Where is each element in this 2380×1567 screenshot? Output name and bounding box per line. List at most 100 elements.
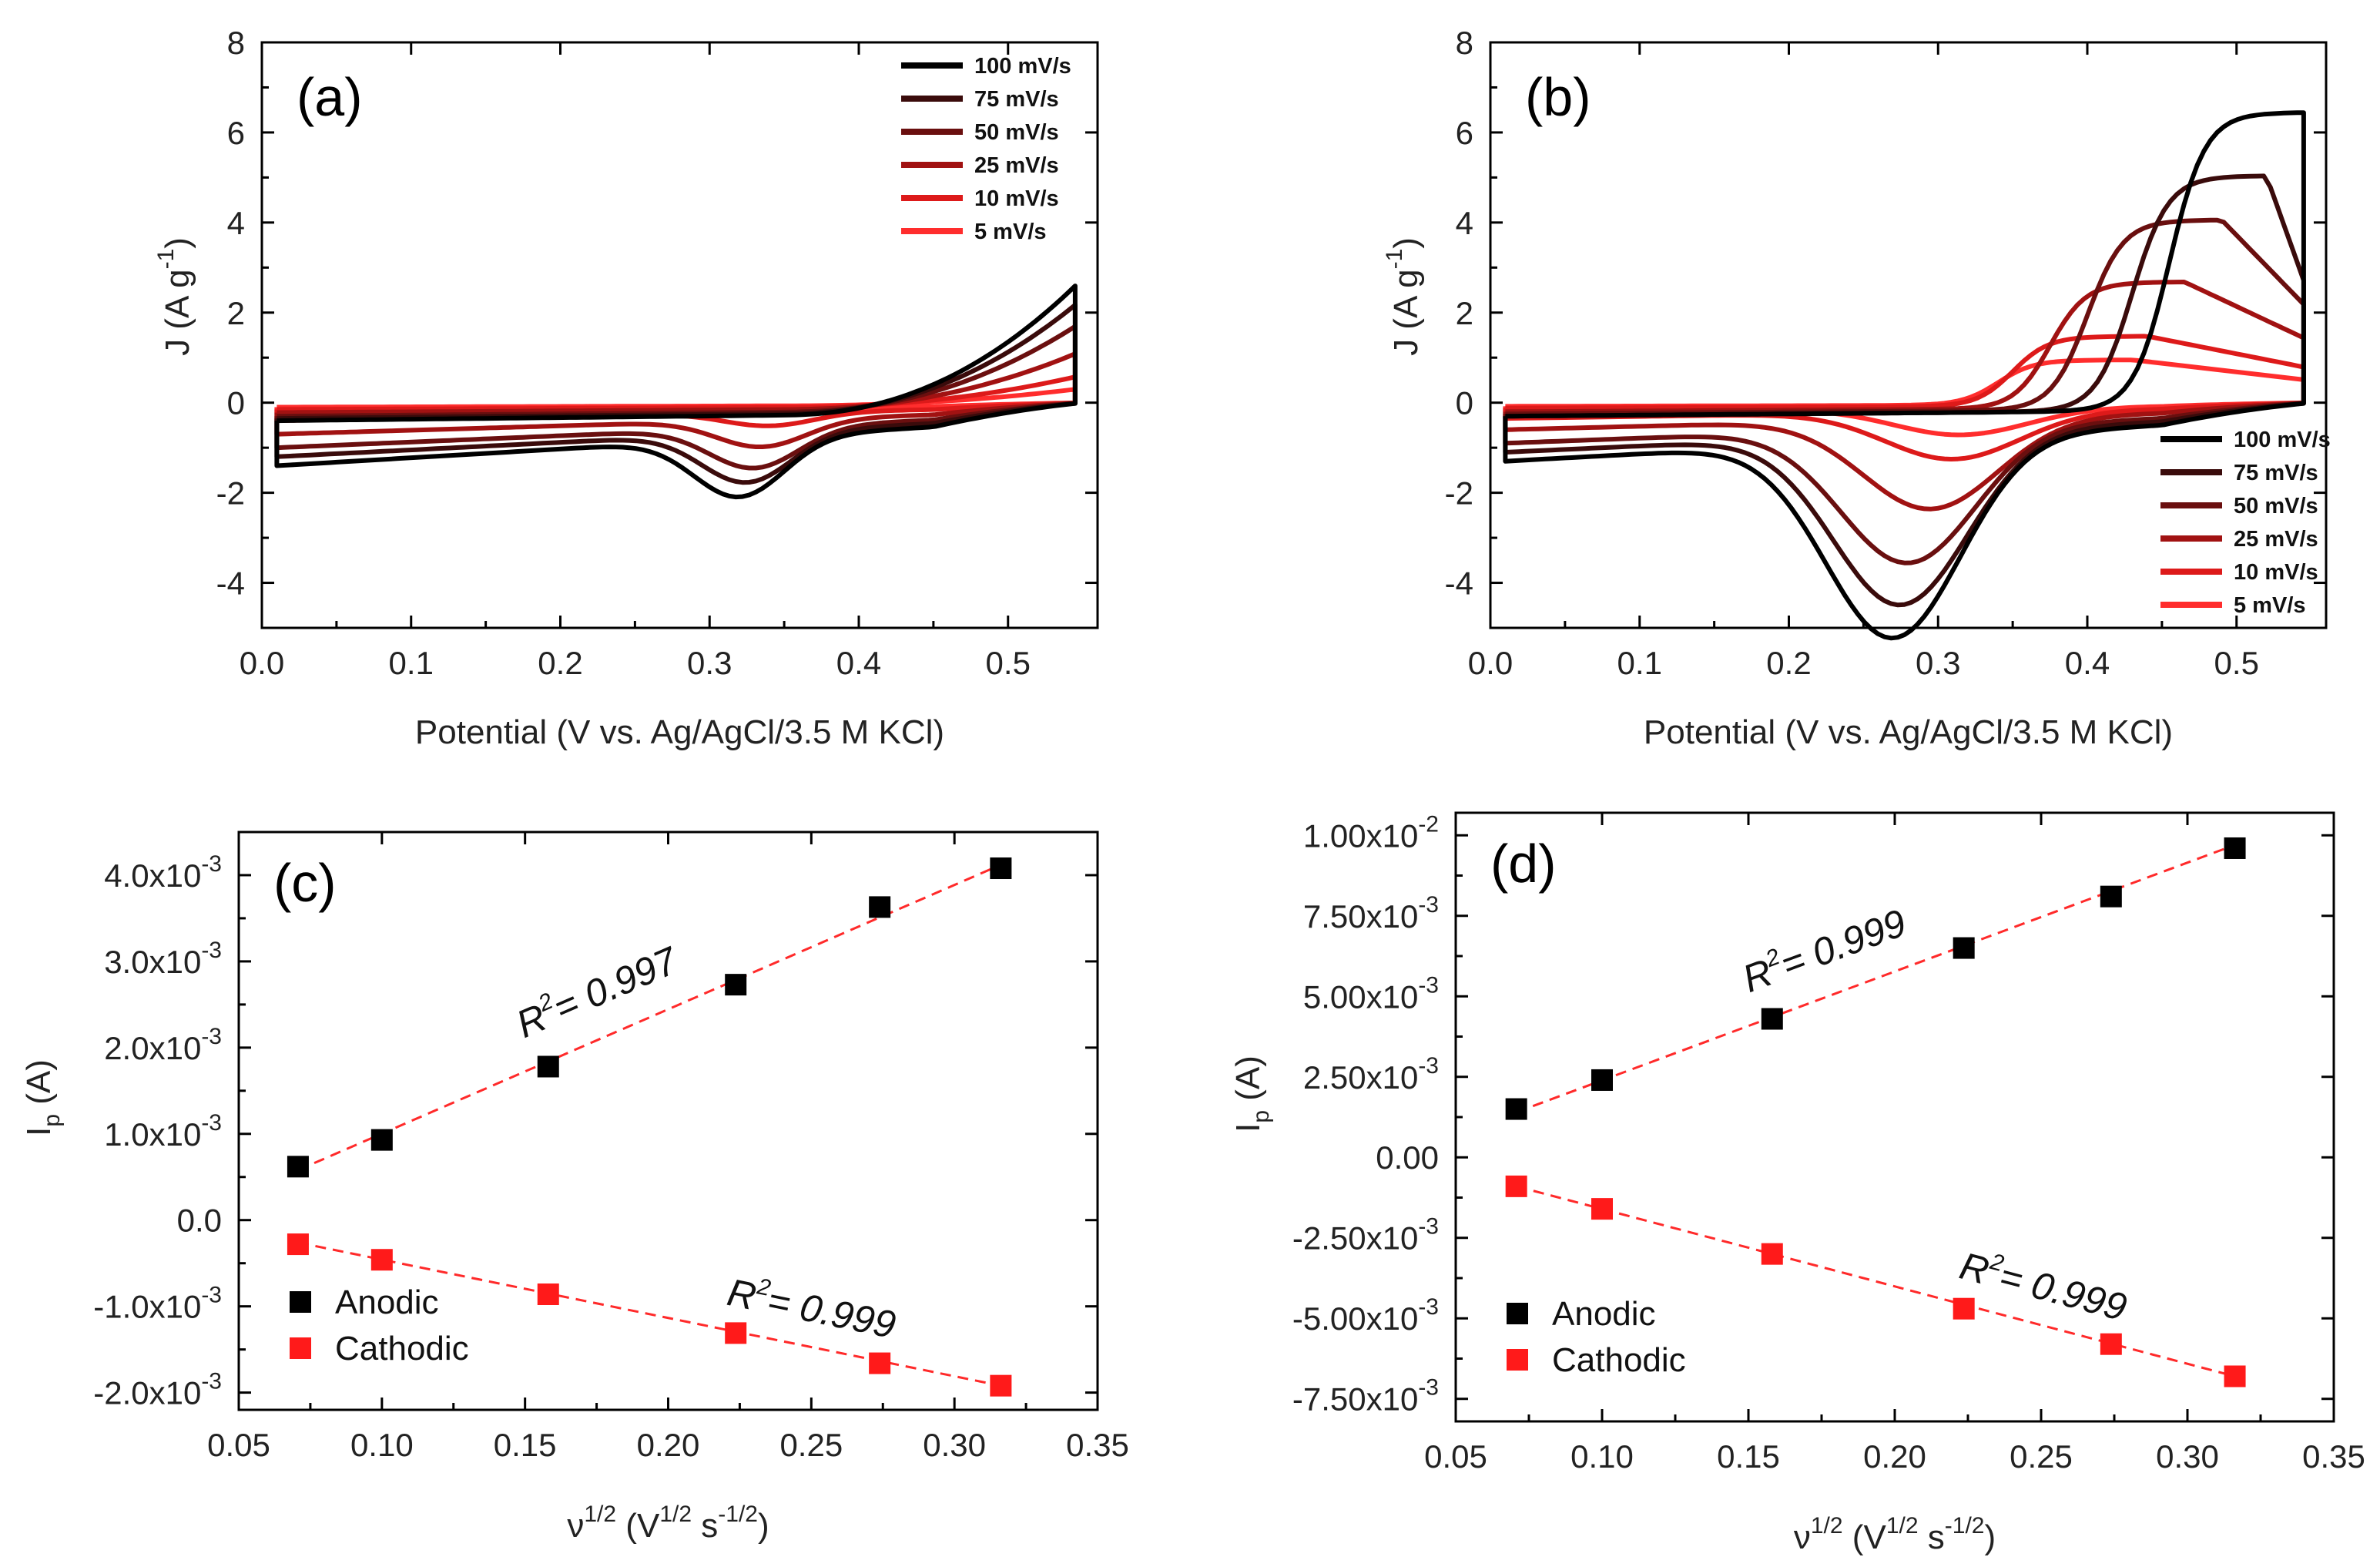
y-tick-label: 5.00x10-3 <box>1303 972 1439 1015</box>
r-squared-label: R2= 0.999 <box>1956 1242 2132 1330</box>
x-axis-title: Potential (V vs. Ag/AgCl/3.5 M KCl) <box>1644 713 2173 751</box>
cv-curve <box>1503 217 2306 565</box>
panel-label: (d) <box>1490 834 1557 894</box>
y-tick-label: -2 <box>1445 475 1473 512</box>
legend-label: 5 mV/s <box>2234 593 2306 618</box>
y-tick-label: 4 <box>227 205 245 241</box>
y-tick-exponent: -3 <box>1418 1214 1439 1240</box>
x-title-sup: 1/2 <box>1886 1513 1919 1538</box>
y-axis-title-end: ) <box>159 237 196 249</box>
y-tick-label: 1.00x10-2 <box>1303 811 1439 854</box>
y-title-sub: p <box>1249 1110 1274 1123</box>
y-tick-mantissa: -1.0x10 <box>93 1289 201 1325</box>
data-point <box>287 1156 309 1178</box>
x-title-mid: s <box>1919 1518 1945 1556</box>
x-axis-title: ν1/2 (V1/2 s-1/2) <box>567 1502 769 1545</box>
legend-marker <box>1507 1303 1528 1324</box>
legend-label: 50 mV/s <box>2234 494 2318 518</box>
y-tick-label: 6 <box>1456 115 1473 151</box>
y-tick-mantissa: 2.0x10 <box>104 1030 201 1066</box>
y-tick-exponent: -3 <box>1418 1294 1439 1320</box>
x-tick-label: 0.30 <box>923 1427 986 1463</box>
y-tick-mantissa: 4.0x10 <box>104 857 201 894</box>
data-point <box>990 857 1012 880</box>
y-tick-label: 8 <box>227 25 245 61</box>
y-tick-label: -2.50x10-3 <box>1292 1214 1439 1257</box>
y-tick-exponent: -3 <box>1418 1053 1439 1079</box>
x-tick-label: 0.25 <box>2010 1438 2073 1475</box>
x-title-mid: (V <box>616 1507 660 1545</box>
x-tick-label: 0.15 <box>494 1427 557 1463</box>
y-tick-label: 4 <box>1456 205 1473 241</box>
legend-label: 75 mV/s <box>974 87 1059 112</box>
x-axis-title: Potential (V vs. Ag/AgCl/3.5 M KCl) <box>415 713 944 751</box>
legend-label: 10 mV/s <box>974 186 1059 211</box>
y-tick-label: -4 <box>216 565 245 602</box>
x-tick-label: 0.1 <box>389 645 434 681</box>
y-tick-mantissa: 5.00x10 <box>1303 978 1418 1015</box>
x-tick-label: 0.20 <box>1863 1438 1926 1475</box>
x-tick-label: 0.10 <box>350 1427 414 1463</box>
x-tick-label: 0.20 <box>637 1427 700 1463</box>
x-axis-title: ν1/2 (V1/2 s-1/2) <box>1794 1513 1996 1556</box>
x-title-sup: -1/2 <box>718 1502 758 1527</box>
y-tick-label: 6 <box>227 115 245 151</box>
legend-label: 25 mV/s <box>974 153 1059 178</box>
y-tick-label: 7.50x10-3 <box>1303 892 1439 934</box>
y-title-end: (A) <box>1229 1055 1267 1110</box>
y-tick-exponent: -2 <box>1418 811 1439 837</box>
y-axis-title-sup: -1 <box>153 249 179 270</box>
panel-label: (b) <box>1525 67 1591 127</box>
y-tick-exponent: -3 <box>201 938 222 963</box>
r-squared-label: R2= 0.997 <box>509 936 685 1046</box>
r-squared-R: R <box>1956 1244 1993 1293</box>
y-tick-label: 2.50x10-3 <box>1303 1053 1439 1096</box>
y-tick-mantissa: 7.50x10 <box>1303 898 1418 934</box>
y-axis-title: Ip (A) <box>20 1059 65 1136</box>
y-tick-label: -1.0x10-3 <box>93 1283 222 1325</box>
data-point <box>1505 1098 1527 1120</box>
y-tick-mantissa: 1.0x10 <box>104 1116 201 1153</box>
data-point <box>1953 1297 1975 1320</box>
y-tick-label: 1.0x10-3 <box>104 1110 222 1153</box>
legend-label: 10 mV/s <box>2234 560 2318 585</box>
data-point <box>2224 1365 2246 1387</box>
y-tick-label: 2.0x10-3 <box>104 1024 222 1066</box>
legend-label: 5 mV/s <box>974 220 1047 244</box>
y-tick-exponent: -3 <box>201 1024 222 1049</box>
y-tick-mantissa: 3.0x10 <box>104 944 201 980</box>
y-title-end: (A) <box>20 1059 58 1114</box>
x-title-mid: s <box>692 1507 718 1545</box>
plot-frame <box>260 41 1099 629</box>
x-tick-label: 0.05 <box>1424 1438 1487 1475</box>
data-point <box>2100 1333 2122 1355</box>
legend-label: Cathodic <box>1552 1341 1686 1379</box>
data-point <box>537 1055 559 1078</box>
y-tick-label: 2 <box>227 295 245 331</box>
data-point <box>869 1352 891 1374</box>
r-squared-value: = 0.997 <box>548 938 686 1030</box>
legend-label: 50 mV/s <box>974 120 1059 145</box>
y-tick-label: -2.0x10-3 <box>93 1369 222 1411</box>
y-tick-label: 0.00 <box>1376 1139 1439 1176</box>
y-tick-label: -7.50x10-3 <box>1292 1375 1439 1418</box>
x-title-nu: ν <box>1794 1518 1811 1556</box>
y-tick-mantissa: -7.50x10 <box>1292 1381 1418 1418</box>
y-title-main: I <box>1229 1123 1267 1132</box>
y-axis-title-main: J (A g <box>159 269 196 356</box>
x-tick-label: 0.4 <box>2065 645 2110 681</box>
y-tick-exponent: -3 <box>1418 1375 1439 1401</box>
x-tick-label: 0.2 <box>1766 645 1811 681</box>
x-tick-label: 0.30 <box>2156 1438 2219 1475</box>
x-title-nu: ν <box>567 1507 584 1545</box>
r-squared-label: R2= 0.999 <box>1736 899 1912 1001</box>
data-point <box>287 1233 309 1256</box>
y-title-sub: p <box>39 1114 65 1127</box>
x-tick-label: 0.3 <box>687 645 732 681</box>
legend-label: Cathodic <box>335 1330 469 1367</box>
legend-label: 100 mV/s <box>2234 428 2331 452</box>
r-squared-R: R <box>724 1270 760 1318</box>
plot-frame <box>237 830 1099 1411</box>
cv-curve <box>274 284 1078 500</box>
